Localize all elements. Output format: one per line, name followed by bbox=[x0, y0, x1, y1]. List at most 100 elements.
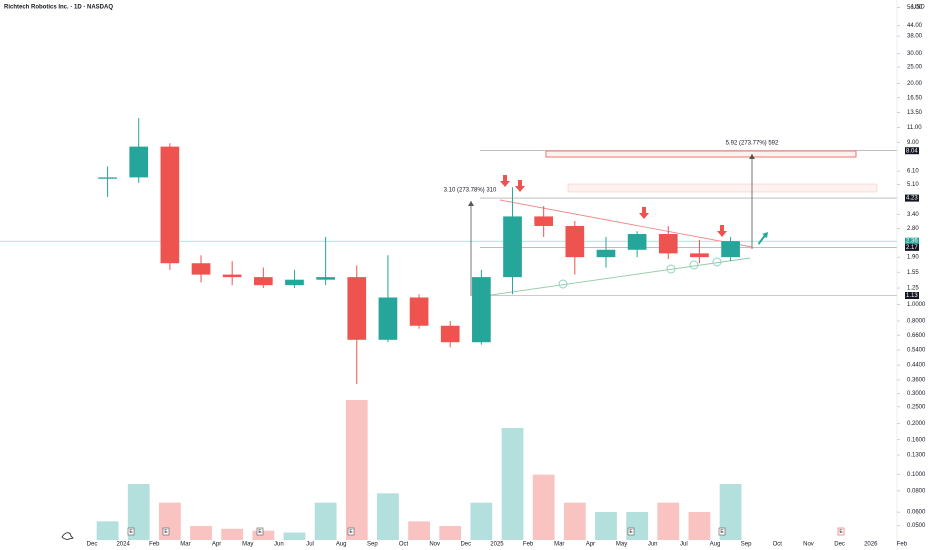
resistance-trendline bbox=[499, 199, 753, 248]
earnings-box bbox=[162, 527, 170, 536]
x-tick-label: Mar bbox=[554, 542, 564, 548]
price-label: 1.13 bbox=[906, 293, 918, 299]
x-tick-label: Apr bbox=[212, 542, 221, 548]
candle-body bbox=[222, 274, 242, 278]
x-tick-label: Nov bbox=[803, 542, 814, 548]
y-tick-label: 0.5400 bbox=[907, 348, 926, 354]
annotation: 3.10 (273.78%) 310 bbox=[444, 188, 497, 194]
candle-body bbox=[347, 277, 367, 340]
volume-bar bbox=[563, 502, 586, 540]
volume-bar bbox=[657, 502, 680, 540]
earnings-marker: E bbox=[629, 529, 633, 535]
volume-bar bbox=[283, 532, 306, 540]
y-tick-label: 0.0800 bbox=[907, 488, 926, 494]
annotation: 5.92 (273.77%) 592 bbox=[726, 141, 779, 147]
y-tick-label: 1.55 bbox=[907, 270, 919, 276]
volume-bar bbox=[252, 530, 275, 540]
volume-bar bbox=[439, 526, 462, 540]
x-tick-label: Feb bbox=[523, 542, 534, 548]
candle-body bbox=[409, 297, 429, 326]
earnings-box bbox=[627, 527, 635, 536]
resistance-zone bbox=[567, 183, 878, 193]
x-tick-label: Jun bbox=[648, 542, 658, 548]
x-tick-label: May bbox=[242, 542, 253, 548]
y-tick-label: 0.8000 bbox=[907, 319, 926, 325]
support-trendline bbox=[483, 257, 751, 297]
candle-body bbox=[378, 297, 398, 340]
y-tick-label: 30.00 bbox=[907, 51, 923, 57]
x-tick-label: Jun bbox=[274, 542, 284, 548]
x-tick-label: Jul bbox=[306, 542, 314, 548]
volume-bar bbox=[532, 474, 555, 540]
price-label: 2.17 bbox=[906, 245, 918, 251]
candle-body bbox=[160, 146, 180, 264]
x-tick-label: Aug bbox=[710, 542, 721, 548]
target-zone bbox=[545, 150, 857, 158]
annotation-box bbox=[717, 138, 787, 148]
earnings-marker: E bbox=[720, 529, 724, 535]
volume-bar bbox=[408, 521, 430, 540]
earnings-marker: E bbox=[839, 529, 843, 535]
arrow-down bbox=[717, 225, 727, 237]
logo bbox=[61, 532, 74, 540]
y-tick-label: 6.10 bbox=[907, 169, 919, 175]
earnings-marker: E bbox=[164, 529, 168, 535]
earnings-box bbox=[256, 527, 264, 536]
price-label-box bbox=[905, 147, 919, 155]
volume-bar bbox=[190, 526, 212, 540]
volume-bar bbox=[127, 484, 150, 540]
y-tick-label: 20.00 bbox=[907, 81, 923, 87]
y-tick-label: 0.1600 bbox=[907, 437, 926, 443]
y-tick-label: 0.0500 bbox=[907, 523, 926, 529]
earnings-box bbox=[347, 527, 355, 536]
touch-circle bbox=[558, 279, 568, 289]
volume-bar bbox=[221, 528, 244, 540]
x-tick-label: Dec bbox=[834, 542, 845, 548]
volume-bar bbox=[158, 502, 181, 540]
y-tick-label: 2.80 bbox=[907, 226, 919, 232]
annotation-box bbox=[436, 185, 504, 195]
measure-arrow bbox=[749, 154, 755, 159]
x-tick-label: Feb bbox=[897, 542, 908, 548]
y-tick-label: 1.0000 bbox=[907, 302, 926, 308]
arrow-up bbox=[758, 232, 768, 245]
volume-bar bbox=[314, 502, 337, 540]
chart-title: Richtech Robotics Inc. · 1D · NASDAQ bbox=[4, 5, 113, 11]
y-tick-label: 0.1300 bbox=[907, 453, 926, 459]
y-tick-label: 11.00 bbox=[907, 125, 922, 131]
candle-body bbox=[690, 253, 709, 258]
y-tick-label: 3.40 bbox=[907, 212, 919, 218]
y-tick-label: 13.50 bbox=[907, 110, 923, 116]
candle-body bbox=[98, 177, 117, 179]
price-label: 2.36 bbox=[906, 239, 918, 245]
earnings-marker: E bbox=[349, 529, 353, 535]
candle-body bbox=[472, 277, 491, 343]
x-tick-label: 2024 bbox=[116, 542, 130, 548]
x-tick-label: Nov bbox=[429, 542, 440, 548]
x-tick-label: Oct bbox=[399, 542, 409, 548]
y-tick-label: 0.3600 bbox=[907, 377, 926, 383]
candle-body bbox=[534, 216, 554, 226]
candle-body bbox=[627, 234, 647, 250]
candle-body bbox=[721, 241, 740, 258]
candle-body bbox=[285, 279, 304, 286]
x-tick-label: Sep bbox=[741, 542, 752, 548]
y-tick-label: 56.00 bbox=[907, 5, 923, 11]
y-tick-label: 38.00 bbox=[907, 34, 923, 40]
drawings bbox=[61, 150, 878, 540]
earnings-box bbox=[127, 527, 135, 536]
price-label-box bbox=[905, 194, 919, 202]
candle-body bbox=[658, 234, 678, 254]
arrow-down bbox=[500, 175, 510, 187]
volume-bar bbox=[345, 400, 368, 540]
volume-bar bbox=[377, 493, 399, 540]
y-tick-label: 0.0600 bbox=[907, 510, 926, 516]
volume-bar bbox=[688, 512, 711, 540]
candle-body bbox=[129, 146, 149, 178]
y-tick-label: 0.3000 bbox=[907, 391, 926, 397]
y-tick-label: 0.2500 bbox=[907, 404, 926, 410]
candle-body bbox=[596, 249, 616, 258]
volume-bar bbox=[501, 428, 524, 540]
x-tick-label: 2026 bbox=[864, 542, 878, 548]
